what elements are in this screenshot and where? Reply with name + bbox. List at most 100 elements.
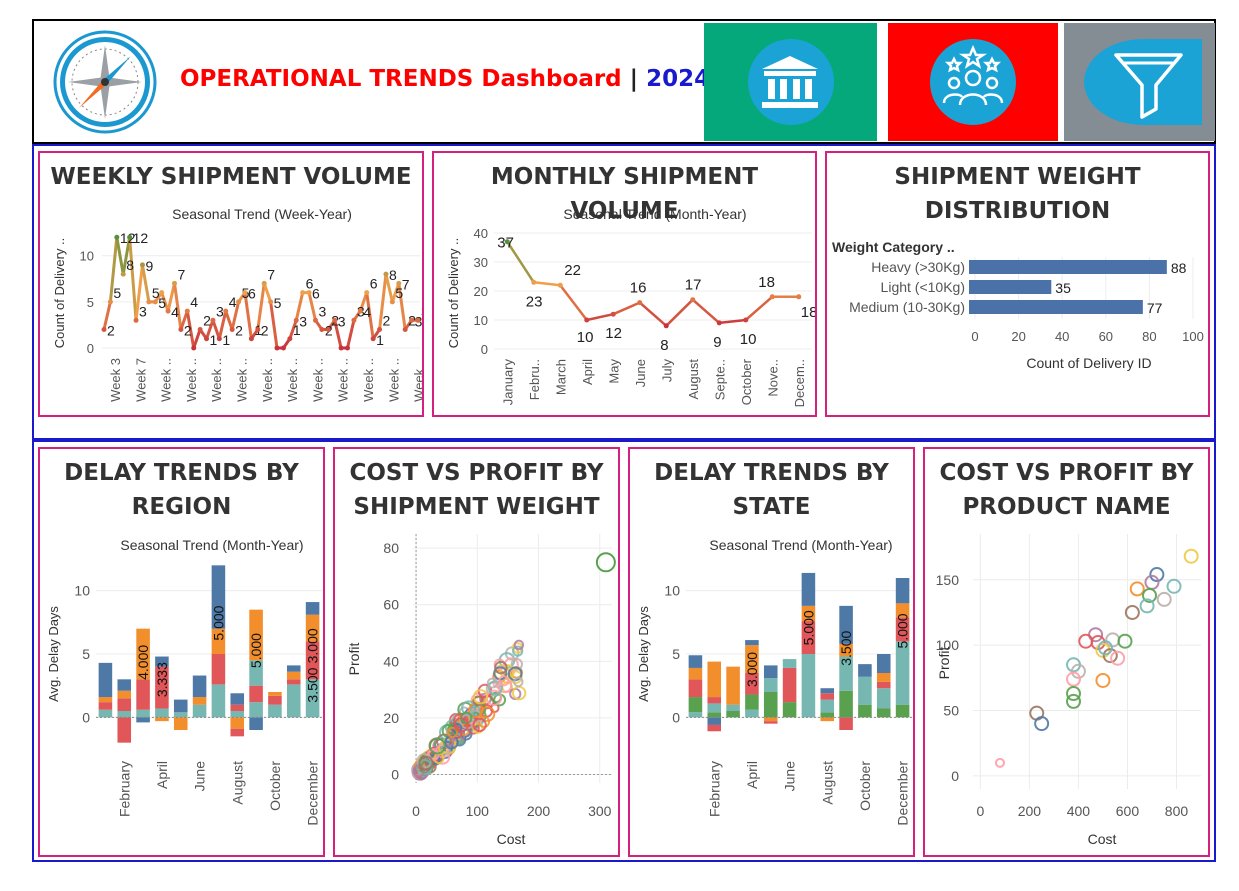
- bar-segment: [286, 671, 301, 680]
- data-point: [178, 327, 184, 333]
- bar-segment: [745, 640, 759, 646]
- data-label: 35: [1055, 280, 1071, 296]
- series-line-segment: [612, 301, 641, 316]
- data-point: [261, 280, 267, 286]
- x-tick-label: June: [782, 761, 798, 792]
- series-line-segment: [205, 318, 215, 341]
- bar-segment: [230, 693, 245, 705]
- series-line-segment: [185, 309, 196, 350]
- panel-title-line2: REGION: [131, 494, 232, 520]
- bar-segment: [820, 717, 835, 722]
- bar-segment: [155, 656, 169, 667]
- bar-segment: [155, 717, 169, 722]
- x-tick-label: April: [744, 761, 760, 789]
- bar-segment: [876, 688, 891, 709]
- data-label: 1: [376, 332, 384, 348]
- data-label: 6: [306, 276, 314, 292]
- bar-segment: [707, 697, 722, 704]
- series-line-segment: [397, 281, 407, 332]
- data-label: 1: [210, 332, 218, 348]
- y-tick-label: 150: [936, 572, 960, 588]
- bar-segment: [745, 645, 759, 673]
- data-point: [472, 689, 489, 705]
- data-label: 6: [370, 276, 378, 292]
- data-label: 5: [158, 295, 166, 311]
- x-tick-label: March: [553, 359, 568, 395]
- data-point: [1110, 650, 1126, 666]
- bar-segment: [688, 667, 703, 680]
- data-point: [1156, 591, 1172, 607]
- data-point: [312, 317, 318, 323]
- panel-cost-profit-weight: COST VS PROFIT BY SHIPMENT WEIGHT 0 100 20…: [333, 447, 620, 857]
- data-point: [280, 345, 286, 351]
- series-line-segment: [333, 318, 343, 350]
- y-tick-label: 5: [672, 646, 680, 662]
- bar-segment: [707, 724, 722, 732]
- bar-segment: [820, 693, 835, 700]
- y-tick-label: 0: [481, 342, 488, 357]
- bar: [969, 280, 1052, 294]
- data-label: 4: [229, 294, 237, 310]
- bar-segment: [98, 702, 113, 710]
- bar-segment: [763, 717, 778, 722]
- x-tick-label: 800: [1165, 803, 1189, 819]
- x-tick-label: December: [305, 761, 321, 826]
- data-point: [357, 308, 363, 314]
- data-point: [690, 297, 696, 303]
- panel-title-line1: COST VS PROFIT BY: [349, 460, 604, 486]
- y-axis-label: Profit: [936, 647, 952, 680]
- data-point: [229, 327, 235, 333]
- category-label: Medium (10-30Kg): [849, 299, 965, 315]
- bar-segment: [726, 711, 740, 718]
- data-point: [504, 239, 510, 245]
- title-main: OPERATIONAL TRENDS Dashboard: [180, 66, 622, 92]
- bar-segment: [801, 621, 816, 654]
- bar-segment: [820, 699, 835, 713]
- bar-segment: [763, 665, 778, 679]
- x-tick-label: Week ..: [260, 358, 275, 402]
- data-point: [1183, 548, 1199, 564]
- panel-title-line1: DELAY TRENDS BY: [64, 460, 299, 486]
- panel-title-line2: SHIPMENT WEIGHT: [353, 494, 600, 520]
- panel-cost-profit-product: COST VS PROFIT BY PRODUCT NAME 0 200 400 60…: [923, 447, 1210, 857]
- row-header: Weight Category ..: [832, 239, 955, 255]
- data-label: 5: [274, 295, 282, 311]
- nav-tile-bank[interactable]: [704, 23, 877, 141]
- nav-tile-filter[interactable]: [1064, 23, 1215, 141]
- data-point: [610, 311, 616, 317]
- data-label: 4.000: [135, 645, 151, 680]
- x-tick-label: Week ..: [310, 358, 325, 402]
- bar-segment: [839, 717, 853, 730]
- data-label: 5: [395, 285, 403, 301]
- series-line-segment: [269, 300, 279, 350]
- bar-segment: [98, 709, 113, 718]
- x-tick-label: Week 3: [108, 358, 123, 402]
- x-tick-label: October: [857, 761, 873, 811]
- series-line-segment: [115, 235, 125, 276]
- data-point: [300, 290, 306, 296]
- bar-segment: [726, 704, 740, 711]
- data-label: 37: [497, 235, 514, 252]
- data-label: 2: [203, 313, 211, 329]
- y-axis-label: Avg. Delay Days: [636, 606, 651, 702]
- data-label: 88: [1171, 260, 1187, 276]
- series-line-segment: [307, 291, 317, 322]
- data-point: [1070, 663, 1086, 679]
- series-line-segment: [192, 328, 202, 350]
- data-point: [479, 706, 496, 722]
- data-point: [486, 677, 498, 689]
- x-tick-label: 60: [1099, 329, 1113, 344]
- x-tick-label: 200: [527, 803, 551, 819]
- title-year: 2024: [646, 66, 711, 92]
- bar-segment: [688, 655, 703, 668]
- series-line-segment: [121, 235, 132, 276]
- x-tick-label: 100: [1182, 329, 1204, 344]
- team-stars-icon: [942, 44, 1004, 106]
- nav-tile-team[interactable]: [888, 23, 1058, 141]
- x-tick-label: Week 7: [133, 358, 148, 402]
- data-label: 10: [740, 331, 757, 348]
- bar-segment: [249, 717, 263, 730]
- y-tick-label: 5: [87, 295, 94, 310]
- data-point: [415, 317, 421, 323]
- data-point: [1097, 640, 1113, 656]
